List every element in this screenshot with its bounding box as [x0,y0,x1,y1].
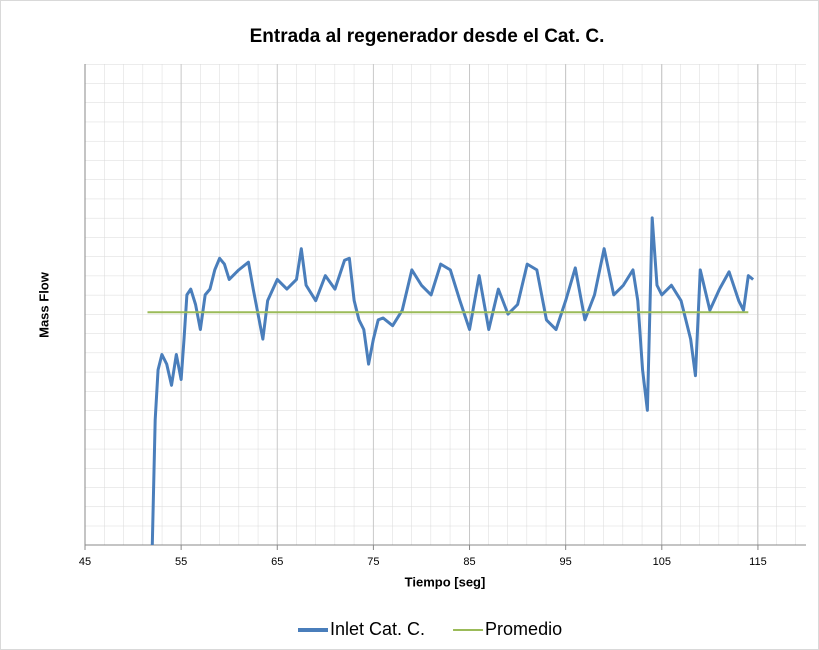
x-tick-label: 95 [560,556,572,568]
x-tick-label: 115 [749,556,767,568]
legend-label: Promedio [485,619,562,639]
x-tick-label: 75 [367,556,379,568]
x-tick-label: 45 [79,556,91,568]
x-tick-label: 105 [653,556,671,568]
x-axis-label: Tiempo [seg] [405,574,486,589]
x-tick-label: 65 [271,556,283,568]
line-series [150,216,755,546]
chart-title: Entrada al regenerador desde el Cat. C. [250,26,605,47]
x-tick-label: 55 [175,556,187,568]
x-tick-label: 85 [463,556,475,568]
legend-label: Inlet Cat. C. [330,619,425,639]
y-axis-label: Mass Flow [36,271,51,338]
